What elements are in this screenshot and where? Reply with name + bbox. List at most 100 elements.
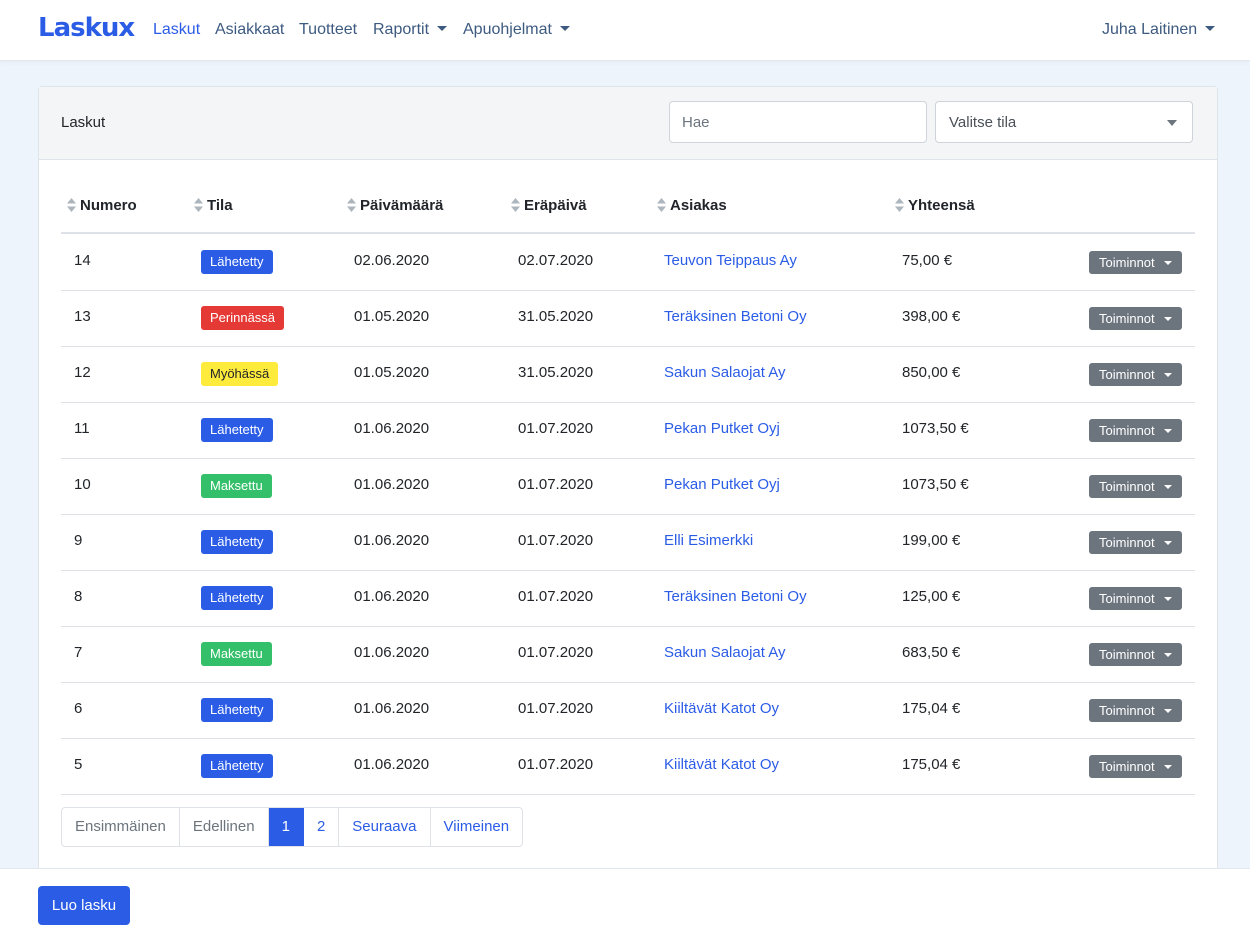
invoice-total: 199,00 € [902,532,961,549]
table-row: 14 Lähetetty 02.06.2020 02.07.2020 Teuvon Te… [61,234,1195,291]
invoice-date: 01.06.2020 [354,532,430,549]
actions-dropdown-button[interactable]: Toiminnot [1089,419,1182,442]
customer-link[interactable]: Kiiltävät Katot Oy [664,700,780,717]
customer-link[interactable]: Teuvon Teippaus Ay [664,252,797,269]
column-header-asiakas[interactable]: Asiakas [657,197,727,214]
chevron-down-icon [1167,120,1177,126]
status-filter-select[interactable]: Valitse tila [935,101,1193,143]
invoice-number: 11 [74,420,90,437]
user-menu[interactable]: Juha Laitinen [1102,21,1216,39]
status-badge: Maksettu [201,642,272,666]
column-header-yhteensa[interactable]: Yhteensä [895,197,975,214]
invoice-total: 1073,50 € [902,476,969,493]
search-input[interactable] [669,101,927,143]
invoice-date: 02.06.2020 [354,252,430,269]
invoice-date: 01.06.2020 [354,420,430,437]
actions-dropdown-button[interactable]: Toiminnot [1089,475,1182,498]
invoice-number: 10 [74,476,91,493]
column-header-erapaiva[interactable]: Eräpäivä [511,197,587,214]
invoice-date: 01.06.2020 [354,588,430,605]
nav-link-laskut[interactable]: Laskut [153,21,201,38]
actions-dropdown-button[interactable]: Toiminnot [1089,699,1182,722]
column-header-label: Eräpäivä [524,197,587,214]
customer-link[interactable]: Elli Esimerkki [664,532,754,549]
due-date: 01.07.2020 [518,756,594,773]
status-badge: Lähetetty [201,754,273,778]
customer-link[interactable]: Pekan Putket Oyj [664,476,780,493]
customer-link[interactable]: Sakun Salaojat Ay [664,364,786,381]
page-link[interactable]: Seuraava [339,808,431,846]
invoice-date: 01.06.2020 [354,476,430,493]
nav-dropdown-raportit[interactable]: Raportit [373,21,448,39]
column-header-tila[interactable]: Tila [194,197,233,214]
invoice-number: 13 [74,308,91,325]
chevron-down-icon [1164,709,1172,713]
column-header-label: Tila [207,197,233,214]
customer-link[interactable]: Sakun Salaojat Ay [664,644,786,661]
table-row: 5 Lähetetty 01.06.2020 01.07.2020 Kiiltävät … [61,738,1195,795]
chevron-down-icon [1205,26,1216,31]
invoice-number: 7 [74,644,83,661]
page-link[interactable]: 1 [268,808,304,846]
create-invoice-button[interactable]: Luo lasku [38,886,130,925]
invoice-number: 6 [74,700,83,717]
actions-label: Toiminnot [1099,479,1155,494]
actions-dropdown-button[interactable]: Toiminnot [1089,307,1182,330]
page-link[interactable]: 2 [304,808,340,846]
actions-label: Toiminnot [1099,255,1155,270]
table-row: 7 Maksettu 01.06.2020 01.07.2020 Sakun Salao… [61,626,1195,683]
invoice-number: 8 [74,588,83,605]
invoice-total: 175,04 € [902,700,961,717]
due-date: 31.05.2020 [518,308,594,325]
table-row: 12 Myöhässä 01.05.2020 31.05.2020 Sakun Sala… [61,346,1195,403]
actions-dropdown-button[interactable]: Toiminnot [1089,251,1182,274]
due-date: 02.07.2020 [518,252,594,269]
status-badge: Lähetetty [201,586,273,610]
nav-link-asiakkaat[interactable]: Asiakkaat [215,21,285,38]
column-header-label: Yhteensä [908,197,975,214]
chevron-down-icon [1164,653,1172,657]
actions-dropdown-button[interactable]: Toiminnot [1089,755,1182,778]
customer-link[interactable]: Teräksinen Betoni Oy [664,308,807,325]
sort-icon [511,198,520,212]
invoice-total: 125,00 € [902,588,961,605]
status-badge: Perinnässä [201,306,285,330]
card-title: Laskut [61,114,106,131]
table-row: 13 Perinnässä 01.05.2020 31.05.2020 Teräksin… [61,290,1195,347]
invoice-total: 398,00 € [902,308,961,325]
nav-dropdown-apuohjelmat[interactable]: Apuohjelmat [463,21,570,39]
sort-icon [657,198,666,212]
chevron-down-icon [1164,317,1172,321]
actions-dropdown-button[interactable]: Toiminnot [1089,643,1182,666]
customer-link[interactable]: Teräksinen Betoni Oy [664,588,807,605]
table-row: 9 Lähetetty 01.06.2020 01.07.2020 Elli Esime… [61,514,1195,571]
invoice-date: 01.05.2020 [354,364,430,381]
column-header-label: Numero [80,197,137,214]
invoice-total: 1073,50 € [902,420,969,437]
top-navbar: Laskux Laskut Asiakkaat Tuotteet Raporti… [0,0,1250,61]
chevron-down-icon [559,26,570,31]
customer-link[interactable]: Pekan Putket Oyj [664,420,780,437]
chevron-down-icon [437,26,448,31]
status-badge: Maksettu [201,474,272,498]
invoice-number: 5 [74,756,83,773]
pagination: Ensimmäinen Edellinen 1 2 Seuraava Viimeinen [61,807,524,847]
actions-dropdown-button[interactable]: Toiminnot [1089,531,1182,554]
actions-dropdown-button[interactable]: Toiminnot [1089,587,1182,610]
invoice-date: 01.06.2020 [354,756,430,773]
actions-label: Toiminnot [1099,535,1155,550]
chevron-down-icon [1164,373,1172,377]
page-link[interactable]: Viimeinen [443,818,510,835]
due-date: 01.07.2020 [518,700,594,717]
sort-icon [895,198,904,212]
actions-dropdown-button[interactable]: Toiminnot [1089,363,1182,386]
column-header-numero[interactable]: Numero [67,197,137,214]
column-header-paivamaara[interactable]: Päivämäärä [347,197,443,214]
table-row: 8 Lähetetty 01.06.2020 01.07.2020 Teräksinen… [61,570,1195,627]
actions-label: Toiminnot [1099,703,1155,718]
brand-logo[interactable]: Laskux [38,13,135,43]
invoice-date: 01.05.2020 [354,308,430,325]
nav-link-tuotteet[interactable]: Tuotteet [299,21,358,38]
invoice-total: 683,50 € [902,644,961,661]
customer-link[interactable]: Kiiltävät Katot Oy [664,756,780,773]
